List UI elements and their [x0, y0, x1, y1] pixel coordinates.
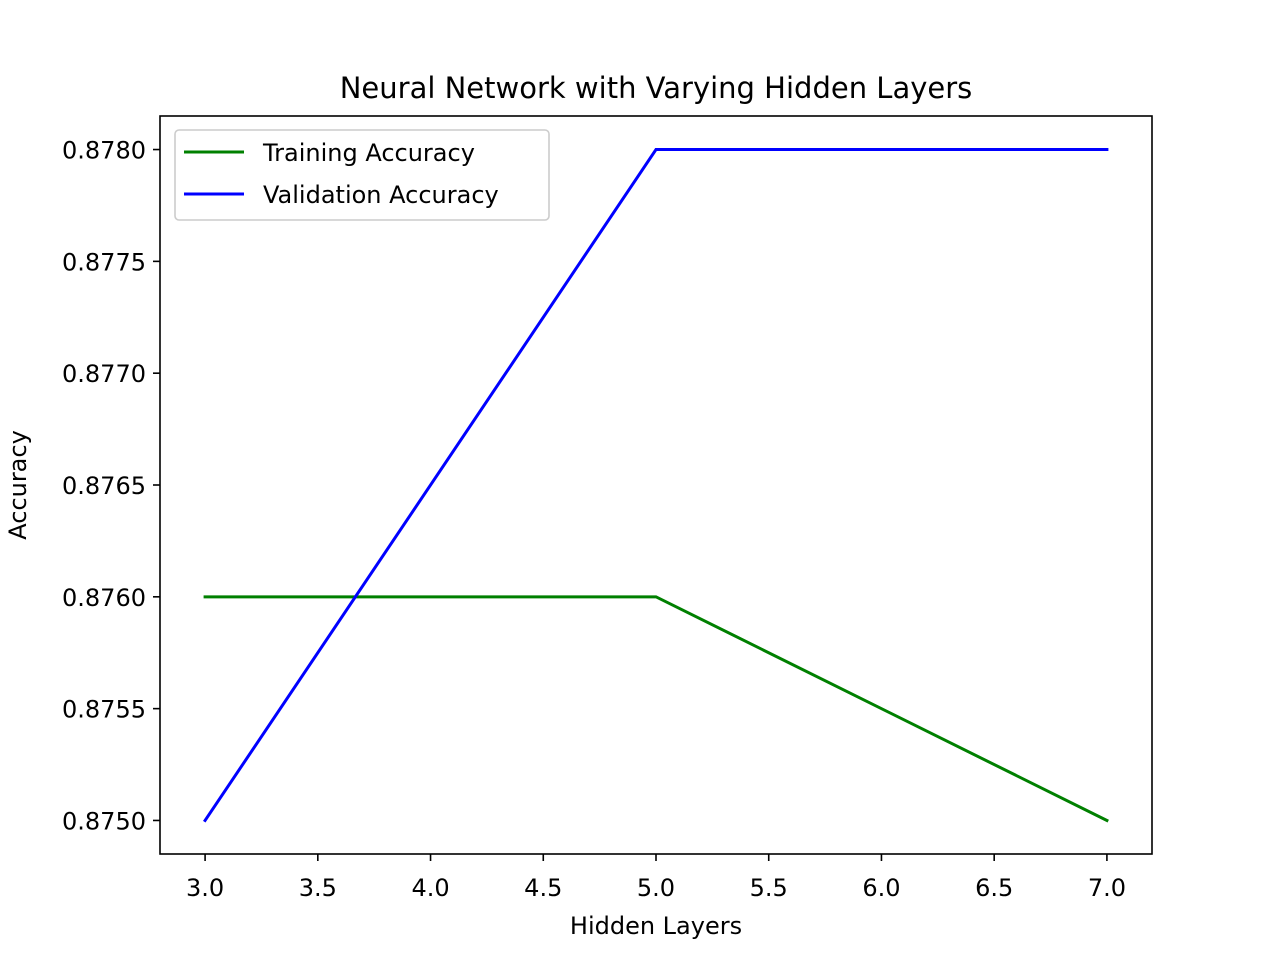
chart-title: Neural Network with Varying Hidden Layer… [340, 71, 973, 105]
x-tick-label: 3.5 [299, 874, 337, 902]
y-tick-label: 0.8780 [62, 137, 146, 165]
x-tick-label: 6.5 [975, 874, 1013, 902]
x-tick-label: 5.0 [637, 874, 675, 902]
legend-label-validation: Validation Accuracy [263, 181, 499, 209]
y-tick-label: 0.8775 [62, 248, 146, 276]
y-tick-label: 0.8760 [62, 584, 146, 612]
x-tick-label: 4.5 [524, 874, 562, 902]
series-line-training [203, 595, 1109, 823]
series-line-validation [203, 148, 1109, 823]
legend-box [174, 129, 550, 221]
x-tick-label: 5.5 [750, 874, 788, 902]
x-axis-title: Hidden Layers [570, 912, 742, 940]
y-tick-label: 0.8755 [62, 696, 146, 724]
y-tick-label: 0.8765 [62, 472, 146, 500]
legend-label-training: Training Accuracy [262, 139, 475, 167]
y-axis: 0.8750 0.8755 0.8760 0.8765 0.8770 0.8775 0.87… [62, 137, 160, 835]
y-tick-label: 0.8750 [62, 807, 146, 835]
x-axis: 3.0 3.5 4.0 4.5 5.0 5.5 6.0 6.5 7.0 [186, 854, 1126, 902]
x-tick-label: 6.0 [862, 874, 900, 902]
x-tick-label: 7.0 [1088, 874, 1126, 902]
x-tick-label: 3.0 [186, 874, 224, 902]
x-tick-label: 4.0 [411, 874, 449, 902]
plot-frame [159, 115, 1153, 855]
legend: Training Accuracy Validation Accuracy [174, 129, 550, 221]
plot-lines [203, 148, 1109, 823]
y-tick-label: 0.8770 [62, 360, 146, 388]
y-axis-title: Accuracy [4, 430, 32, 540]
